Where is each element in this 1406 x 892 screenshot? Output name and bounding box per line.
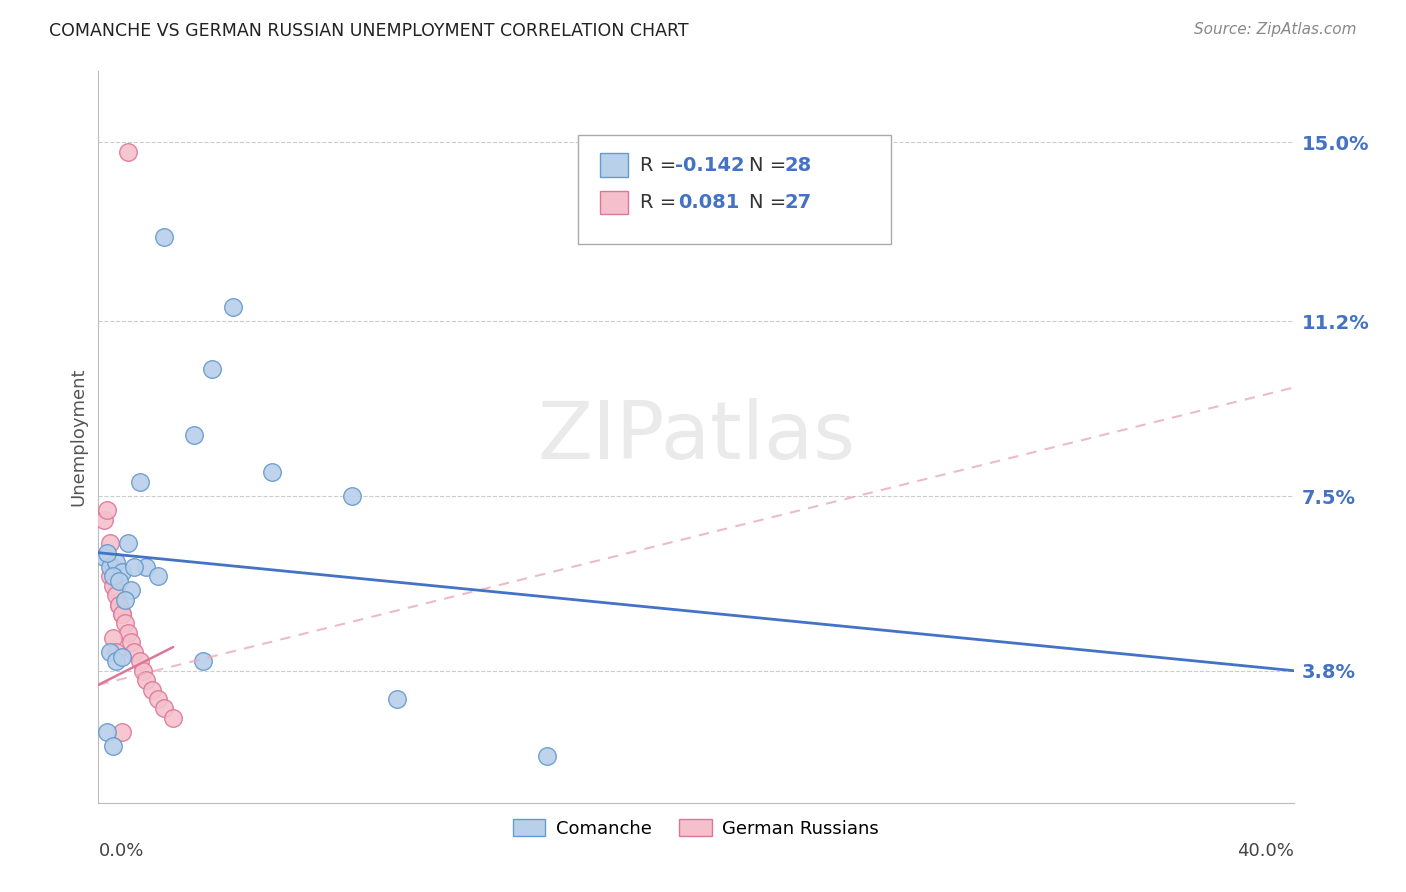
- Point: [111, 649, 134, 664]
- Point: [117, 145, 139, 159]
- Text: N =: N =: [749, 193, 793, 212]
- Text: 27: 27: [785, 193, 811, 212]
- Text: 0.0%: 0.0%: [98, 842, 143, 860]
- Point: [111, 725, 134, 739]
- Point: [124, 645, 146, 659]
- Point: [98, 559, 122, 574]
- Point: [103, 739, 125, 754]
- Point: [129, 475, 152, 489]
- Point: [536, 748, 558, 763]
- Point: [135, 673, 157, 687]
- Point: [96, 503, 118, 517]
- Point: [148, 569, 170, 583]
- Point: [98, 645, 122, 659]
- Point: [108, 598, 131, 612]
- Point: [120, 583, 142, 598]
- Point: [153, 229, 176, 244]
- Point: [191, 654, 214, 668]
- Point: [103, 579, 125, 593]
- Point: [96, 725, 118, 739]
- Point: [93, 550, 115, 565]
- Point: [111, 607, 134, 621]
- Text: Source: ZipAtlas.com: Source: ZipAtlas.com: [1194, 22, 1357, 37]
- Point: [183, 427, 205, 442]
- Point: [114, 593, 136, 607]
- Text: ZIPatlas: ZIPatlas: [537, 398, 855, 476]
- Point: [124, 559, 146, 574]
- Point: [108, 598, 131, 612]
- Point: [117, 536, 139, 550]
- Point: [135, 559, 157, 574]
- Point: [98, 569, 122, 583]
- Point: [105, 555, 128, 569]
- Point: [103, 559, 125, 574]
- Point: [103, 569, 125, 583]
- Point: [222, 301, 245, 315]
- Point: [93, 513, 115, 527]
- Point: [129, 654, 152, 668]
- Point: [103, 631, 125, 645]
- Text: COMANCHE VS GERMAN RUSSIAN UNEMPLOYMENT CORRELATION CHART: COMANCHE VS GERMAN RUSSIAN UNEMPLOYMENT …: [49, 22, 689, 40]
- Point: [105, 645, 128, 659]
- Point: [201, 361, 224, 376]
- Point: [105, 583, 128, 598]
- Point: [153, 701, 176, 715]
- Legend: Comanche, German Russians: Comanche, German Russians: [506, 812, 886, 845]
- Point: [105, 654, 128, 668]
- Point: [96, 546, 118, 560]
- Point: [108, 574, 131, 588]
- Point: [120, 635, 142, 649]
- Point: [260, 466, 283, 480]
- Text: R =: R =: [640, 193, 682, 212]
- Text: 0.081: 0.081: [678, 193, 740, 212]
- Point: [385, 692, 409, 706]
- Point: [342, 489, 364, 503]
- Text: 28: 28: [785, 155, 811, 175]
- Point: [148, 692, 170, 706]
- Point: [132, 664, 155, 678]
- Point: [114, 616, 136, 631]
- Point: [111, 565, 134, 579]
- Point: [117, 626, 139, 640]
- Text: R =: R =: [640, 155, 682, 175]
- Point: [105, 588, 128, 602]
- Point: [141, 682, 163, 697]
- Text: -0.142: -0.142: [675, 155, 745, 175]
- Point: [98, 536, 122, 550]
- Y-axis label: Unemployment: Unemployment: [69, 368, 87, 507]
- Text: N =: N =: [749, 155, 793, 175]
- Text: 40.0%: 40.0%: [1237, 842, 1294, 860]
- Point: [162, 711, 184, 725]
- Point: [111, 607, 134, 621]
